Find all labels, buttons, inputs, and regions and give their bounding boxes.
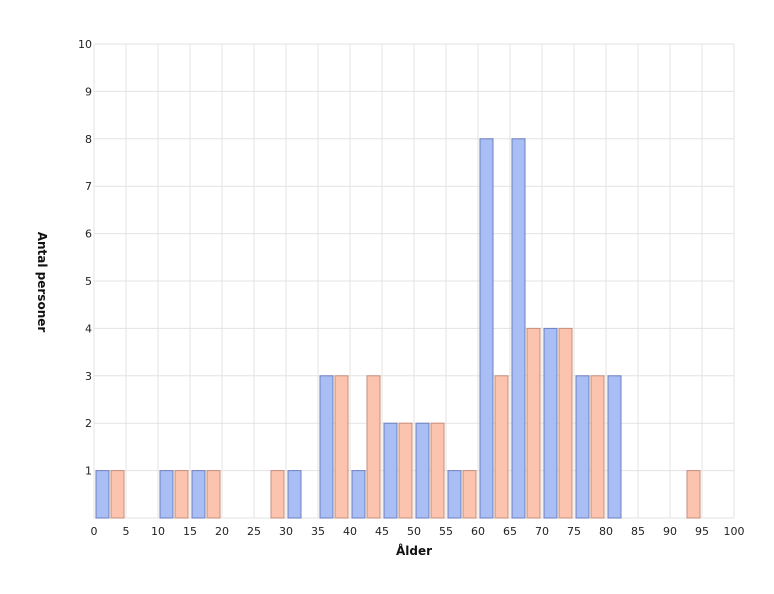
bar (558, 327, 573, 519)
bar (462, 470, 477, 519)
bar (174, 470, 189, 519)
bar (287, 470, 302, 519)
y-tick-label: 3 (85, 370, 92, 383)
x-tick-label: 80 (599, 525, 613, 538)
bar (366, 375, 381, 519)
bar (383, 422, 398, 519)
x-tick-label: 50 (407, 525, 421, 538)
x-tick-labels: 0 5 10 15 20 25 30 35 40 45 50 55 60 65 70 75 80 85 90 95 10… (91, 525, 745, 538)
x-tick-label: 25 (247, 525, 261, 538)
y-tick-label: 7 (85, 180, 92, 193)
grid (93, 43, 735, 519)
bar (351, 470, 366, 519)
bar (686, 470, 701, 519)
x-tick-label: 5 (123, 525, 130, 538)
bar (543, 327, 558, 519)
bar (590, 375, 605, 519)
x-tick-label: 90 (663, 525, 677, 538)
y-tick-label: 8 (85, 133, 92, 146)
x-tick-label: 10 (151, 525, 165, 538)
bar (430, 422, 445, 519)
x-tick-label: 60 (471, 525, 485, 538)
x-tick-label: 45 (375, 525, 389, 538)
x-tick-label: 95 (695, 525, 709, 538)
x-tick-label: 35 (311, 525, 325, 538)
x-tick-label: 0 (91, 525, 98, 538)
bar (110, 470, 125, 519)
bar (415, 422, 430, 519)
x-tick-label: 30 (279, 525, 293, 538)
bar (191, 470, 206, 519)
bar (95, 470, 110, 519)
x-tick-label: 20 (215, 525, 229, 538)
bar (447, 470, 462, 519)
x-tick-label: 70 (535, 525, 549, 538)
bar (526, 327, 541, 519)
x-tick-label: 85 (631, 525, 645, 538)
bar (575, 375, 590, 519)
bar (334, 375, 349, 519)
y-tick-label: 6 (85, 228, 92, 241)
y-axis-title: Antal personer (35, 232, 49, 333)
y-tick-label: 2 (85, 417, 92, 430)
bar (494, 375, 509, 519)
bar (159, 470, 174, 519)
x-tick-label: 15 (183, 525, 197, 538)
bar (479, 138, 494, 519)
bar (206, 470, 221, 519)
x-tick-label: 55 (439, 525, 453, 538)
y-tick-label: 4 (85, 322, 92, 335)
x-axis-title: Ålder (396, 543, 432, 558)
x-tick-label: 65 (503, 525, 517, 538)
bar (319, 375, 334, 519)
x-tick-label: 100 (724, 525, 745, 538)
x-tick-label: 40 (343, 525, 357, 538)
y-tick-label: 1 (85, 465, 92, 478)
bars (95, 138, 701, 519)
bar (511, 138, 526, 519)
bar (607, 375, 622, 519)
bar (270, 470, 285, 519)
bar (398, 422, 413, 519)
y-tick-label: 5 (85, 275, 92, 288)
y-tick-label: 10 (78, 38, 92, 51)
y-tick-label: 9 (85, 85, 92, 98)
x-tick-label: 75 (567, 525, 581, 538)
y-tick-labels: 1 2 3 4 5 6 7 8 9 10 (78, 38, 92, 478)
